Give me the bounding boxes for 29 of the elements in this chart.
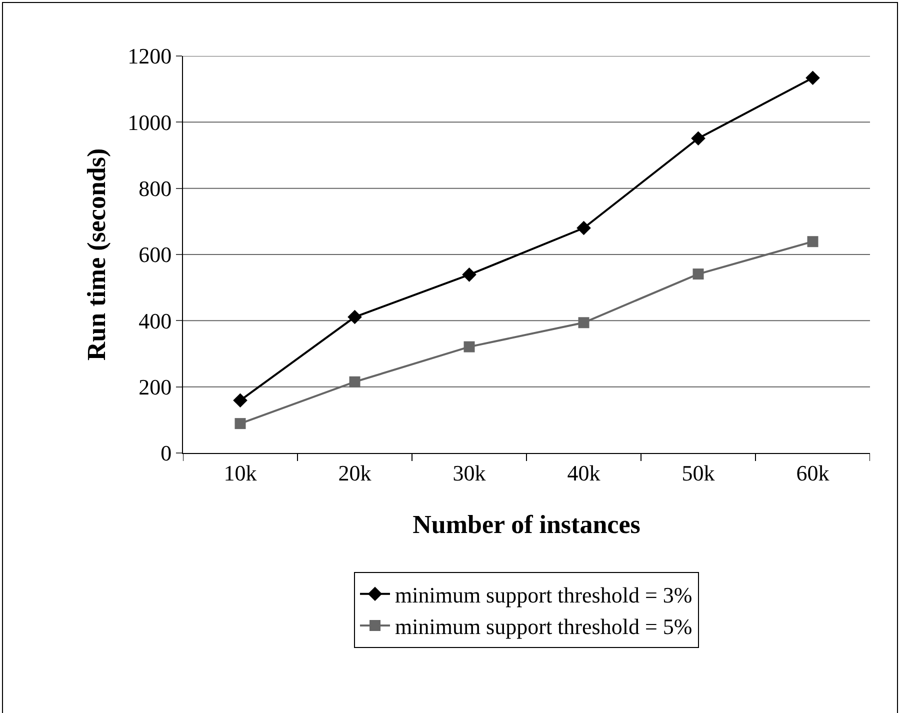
legend-label: minimum support threshold = 5% [395, 614, 692, 640]
legend-label: minimum support threshold = 3% [395, 582, 692, 608]
point [234, 418, 246, 430]
point [462, 268, 476, 282]
point [692, 268, 704, 280]
point [578, 317, 590, 328]
point [691, 131, 706, 146]
y-tick-label: 400 [138, 308, 172, 334]
y-tick-label: 1000 [128, 110, 172, 135]
y-tick-label: 600 [138, 242, 172, 268]
y-tick-label: 800 [138, 176, 172, 202]
x-tick-label: 40k [567, 460, 600, 486]
x-tick-label: 30k [452, 460, 486, 486]
point [807, 236, 818, 248]
x-tick-label: 10k [224, 460, 257, 486]
x-tick-label: 60k [796, 460, 830, 486]
y-tick-label: 1200 [128, 44, 172, 69]
x-axis-title: Number of instances [412, 510, 640, 540]
y-tick-label: 200 [138, 374, 172, 400]
point [806, 70, 820, 85]
y-axis-title: Run time (seconds) [82, 148, 111, 361]
x-tick-label: 50k [682, 460, 715, 486]
point [349, 376, 360, 388]
point [576, 220, 591, 236]
x-tick-label: 20k [338, 460, 372, 486]
point [464, 341, 475, 352]
point [233, 393, 248, 408]
y-tick-label: 0 [160, 440, 172, 466]
point [348, 310, 362, 324]
